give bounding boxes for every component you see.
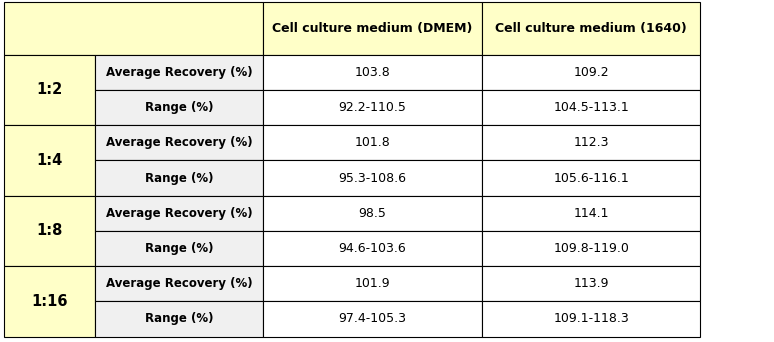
- Text: 113.9: 113.9: [574, 277, 609, 290]
- Text: 109.2: 109.2: [574, 66, 609, 79]
- Text: Average Recovery (%): Average Recovery (%): [106, 136, 252, 149]
- Bar: [94, 125, 263, 160]
- Bar: [263, 160, 481, 196]
- Text: 97.4-105.3: 97.4-105.3: [338, 312, 406, 326]
- Text: Range (%): Range (%): [145, 171, 214, 185]
- Bar: [4, 266, 94, 337]
- Text: 105.6-116.1: 105.6-116.1: [553, 171, 629, 185]
- Text: 112.3: 112.3: [574, 136, 609, 149]
- Bar: [263, 231, 481, 266]
- Text: 98.5: 98.5: [358, 207, 386, 220]
- Text: 1:8: 1:8: [36, 223, 63, 238]
- Text: 1:16: 1:16: [31, 294, 67, 309]
- Bar: [94, 90, 263, 125]
- Bar: [94, 55, 263, 90]
- Bar: [263, 55, 481, 90]
- Bar: [481, 301, 700, 337]
- Text: 103.8: 103.8: [354, 66, 390, 79]
- Bar: [4, 196, 94, 266]
- Text: 95.3-108.6: 95.3-108.6: [338, 171, 406, 185]
- Bar: [4, 2, 263, 55]
- Text: 92.2-110.5: 92.2-110.5: [338, 101, 406, 114]
- Text: Range (%): Range (%): [145, 101, 214, 114]
- Text: 109.8-119.0: 109.8-119.0: [553, 242, 629, 255]
- Text: Average Recovery (%): Average Recovery (%): [106, 277, 252, 290]
- Bar: [263, 196, 481, 231]
- Text: 101.8: 101.8: [354, 136, 390, 149]
- Text: Cell culture medium (DMEM): Cell culture medium (DMEM): [272, 22, 473, 35]
- Bar: [263, 266, 481, 301]
- Text: 101.9: 101.9: [354, 277, 390, 290]
- Bar: [94, 266, 263, 301]
- Bar: [94, 160, 263, 196]
- Bar: [94, 301, 263, 337]
- Bar: [481, 55, 700, 90]
- Text: Average Recovery (%): Average Recovery (%): [106, 66, 252, 79]
- Bar: [263, 90, 481, 125]
- Bar: [481, 90, 700, 125]
- Text: Cell culture medium (1640): Cell culture medium (1640): [495, 22, 687, 35]
- Bar: [94, 196, 263, 231]
- Text: Range (%): Range (%): [145, 312, 214, 326]
- Text: 1:4: 1:4: [36, 153, 63, 168]
- Text: 109.1-118.3: 109.1-118.3: [553, 312, 629, 326]
- Text: 104.5-113.1: 104.5-113.1: [553, 101, 629, 114]
- Bar: [263, 2, 481, 55]
- Bar: [263, 125, 481, 160]
- Bar: [481, 2, 700, 55]
- Text: 1:2: 1:2: [36, 82, 63, 97]
- Text: 94.6-103.6: 94.6-103.6: [338, 242, 406, 255]
- Text: Range (%): Range (%): [145, 242, 214, 255]
- Bar: [481, 231, 700, 266]
- Text: Average Recovery (%): Average Recovery (%): [106, 207, 252, 220]
- Bar: [481, 125, 700, 160]
- Bar: [94, 231, 263, 266]
- Bar: [481, 196, 700, 231]
- Bar: [4, 125, 94, 196]
- Bar: [4, 55, 94, 125]
- Bar: [481, 266, 700, 301]
- Bar: [481, 160, 700, 196]
- Text: 114.1: 114.1: [574, 207, 609, 220]
- Bar: [263, 301, 481, 337]
